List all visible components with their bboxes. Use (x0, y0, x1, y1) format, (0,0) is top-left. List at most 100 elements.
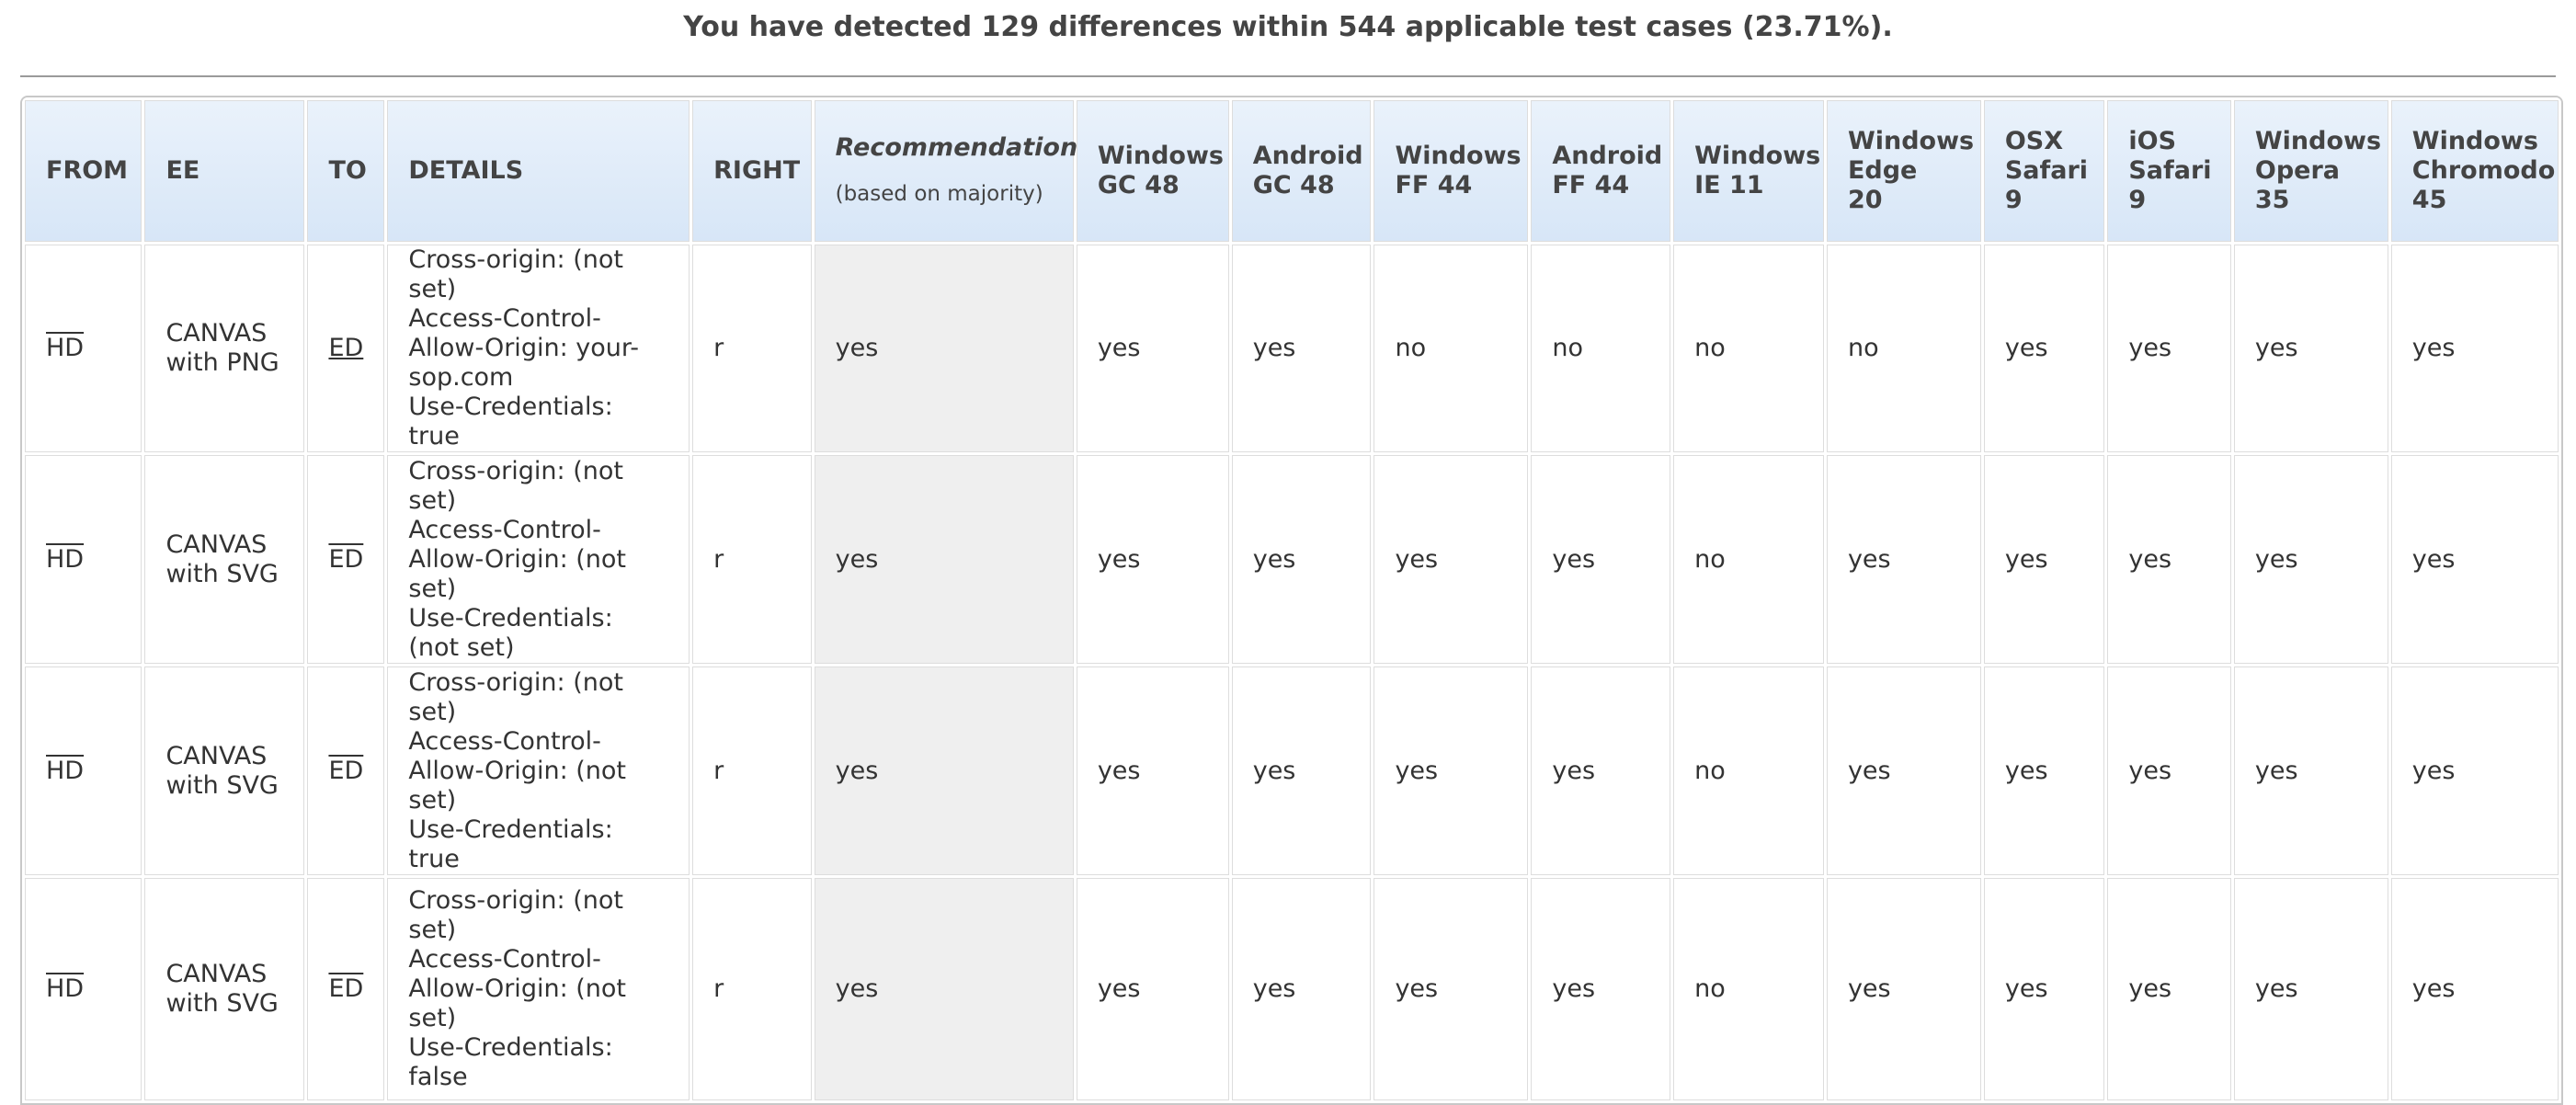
result-cell-windows-opera: yes (2233, 455, 2388, 664)
recommendation-cell: yes (814, 878, 1074, 1100)
result-cell-windows-gc: yes (1076, 666, 1229, 875)
col-header-right[interactable]: RIGHT (692, 100, 812, 242)
recommendation-subtitle: (based on majority) (835, 182, 1043, 206)
from-value: HD (46, 756, 85, 785)
result-cell-windows-opera: yes (2233, 878, 2388, 1100)
table-row: HD CANVAS with SVG ED Cross-origin: (not se… (25, 878, 2559, 1100)
details-line: Use-Credentials: true (408, 815, 613, 873)
details-line: Access-Control-Allow-Origin: (not set) (408, 726, 626, 815)
result-cell-windows-chromodo: yes (2390, 878, 2559, 1100)
to-cell: ED (307, 245, 385, 452)
divider (20, 75, 2556, 77)
col-header-from[interactable]: FROM (25, 100, 142, 242)
col-header-recommendation[interactable]: Recommendation (based on majority) (814, 100, 1077, 242)
table-header-row: FROM EE TO DETAILS RIGHT Recommendation … (25, 100, 2559, 242)
col-header-windows-chromodo[interactable]: Windows Chromodo 45 (2390, 100, 2559, 242)
to-cell: ED (307, 666, 385, 875)
result-cell-windows-gc: yes (1076, 878, 1229, 1100)
details-list: Cross-origin: (not set) Access-Control-Al… (408, 668, 668, 874)
result-cell-android-gc: yes (1231, 245, 1372, 452)
details-list: Cross-origin: (not set) Access-Control-Al… (408, 886, 668, 1092)
right-cell: r (692, 878, 812, 1100)
result-cell-windows-ff: yes (1373, 878, 1529, 1100)
from-cell: HD (25, 878, 142, 1100)
details-cell: Cross-origin: (not set) Access-Control-Al… (387, 666, 690, 875)
result-cell-windows-ie: no (1673, 878, 1824, 1100)
ee-cell: CANVAS with SVG (144, 666, 305, 875)
recommendation-cell: yes (814, 245, 1074, 452)
table-row: HD CANVAS with SVG ED Cross-origin: (not se… (25, 455, 2559, 664)
result-cell-windows-ie: no (1673, 666, 1824, 875)
result-cell-android-gc: yes (1231, 455, 1372, 664)
result-cell-windows-gc: yes (1076, 245, 1229, 452)
col-header-android-ff[interactable]: Android FF 44 (1531, 100, 1671, 242)
from-cell: HD (25, 666, 142, 875)
details-line: Use-Credentials: (not set) (408, 603, 613, 662)
result-cell-ios-safari: yes (2107, 878, 2231, 1100)
col-header-windows-edge[interactable]: Windows Edge 20 (1826, 100, 1981, 242)
results-table: FROM EE TO DETAILS RIGHT Recommendation … (22, 97, 2561, 1103)
result-cell-osx-safari: yes (1983, 878, 2105, 1100)
ee-cell: CANVAS with SVG (144, 878, 305, 1100)
result-cell-android-ff: yes (1531, 455, 1671, 664)
col-header-ee[interactable]: EE (144, 100, 305, 242)
details-cell: Cross-origin: (not set) Access-Control-Al… (387, 245, 690, 452)
to-value: ED (328, 974, 364, 1003)
col-header-windows-ff[interactable]: Windows FF 44 (1373, 100, 1529, 242)
result-cell-windows-opera: yes (2233, 666, 2388, 875)
details-line: Use-Credentials: false (408, 1033, 613, 1091)
result-cell-ios-safari: yes (2107, 666, 2231, 875)
recommendation-cell: yes (814, 455, 1074, 664)
details-line: Cross-origin: (not set) (408, 886, 623, 944)
result-cell-windows-chromodo: yes (2390, 245, 2559, 452)
from-cell: HD (25, 245, 142, 452)
from-value: HD (46, 334, 85, 362)
result-cell-windows-ie: no (1673, 455, 1824, 664)
result-cell-osx-safari: yes (1983, 245, 2105, 452)
to-value: ED (328, 756, 364, 785)
details-line: Access-Control-Allow-Origin: your-sop.co… (408, 304, 639, 392)
result-cell-osx-safari: yes (1983, 455, 2105, 664)
result-cell-windows-chromodo: yes (2390, 666, 2559, 875)
details-cell: Cross-origin: (not set) Access-Control-Al… (387, 455, 690, 664)
result-cell-ios-safari: yes (2107, 245, 2231, 452)
result-cell-android-ff: no (1531, 245, 1671, 452)
details-cell: Cross-origin: (not set) Access-Control-Al… (387, 878, 690, 1100)
to-value: ED (328, 544, 364, 574)
recommendation-cell: yes (814, 666, 1074, 875)
details-line: Use-Credentials: true (408, 393, 613, 450)
to-value: ED (328, 334, 364, 362)
from-cell: HD (25, 455, 142, 664)
ee-cell: CANVAS with SVG (144, 455, 305, 664)
details-line: Access-Control-Allow-Origin: (not set) (408, 945, 626, 1032)
result-cell-android-ff: yes (1531, 878, 1671, 1100)
table-body: HD CANVAS with PNG ED Cross-origin: (not se… (25, 245, 2559, 1100)
details-list: Cross-origin: (not set) Access-Control-Al… (408, 245, 668, 451)
to-cell: ED (307, 878, 385, 1100)
details-line: Cross-origin: (not set) (408, 245, 623, 303)
result-cell-windows-edge: yes (1826, 455, 1981, 664)
col-header-windows-ie[interactable]: Windows IE 11 (1673, 100, 1824, 242)
table-row: HD CANVAS with SVG ED Cross-origin: (not se… (25, 666, 2559, 875)
result-cell-windows-ff: no (1373, 245, 1529, 452)
right-cell: r (692, 245, 812, 452)
col-header-windows-opera[interactable]: Windows Opera 35 (2233, 100, 2388, 242)
col-header-to[interactable]: TO (307, 100, 385, 242)
col-header-osx-safari[interactable]: OSX Safari 9 (1983, 100, 2105, 242)
right-cell: r (692, 666, 812, 875)
summary-text: You have detected 129 differences within… (683, 11, 1893, 43)
col-header-ios-safari[interactable]: iOS Safari 9 (2107, 100, 2231, 242)
ee-cell: CANVAS with PNG (144, 245, 305, 452)
col-header-android-gc[interactable]: Android GC 48 (1231, 100, 1372, 242)
table-row: HD CANVAS with PNG ED Cross-origin: (not se… (25, 245, 2559, 452)
to-cell: ED (307, 455, 385, 664)
result-cell-android-gc: yes (1231, 666, 1372, 875)
result-cell-windows-gc: yes (1076, 455, 1229, 664)
col-header-details[interactable]: DETAILS (387, 100, 690, 242)
result-cell-android-ff: yes (1531, 666, 1671, 875)
right-cell: r (692, 455, 812, 664)
result-cell-osx-safari: yes (1983, 666, 2105, 875)
result-cell-windows-chromodo: yes (2390, 455, 2559, 664)
details-line: Cross-origin: (not set) (408, 456, 623, 515)
col-header-windows-gc[interactable]: Windows GC 48 (1076, 100, 1229, 242)
